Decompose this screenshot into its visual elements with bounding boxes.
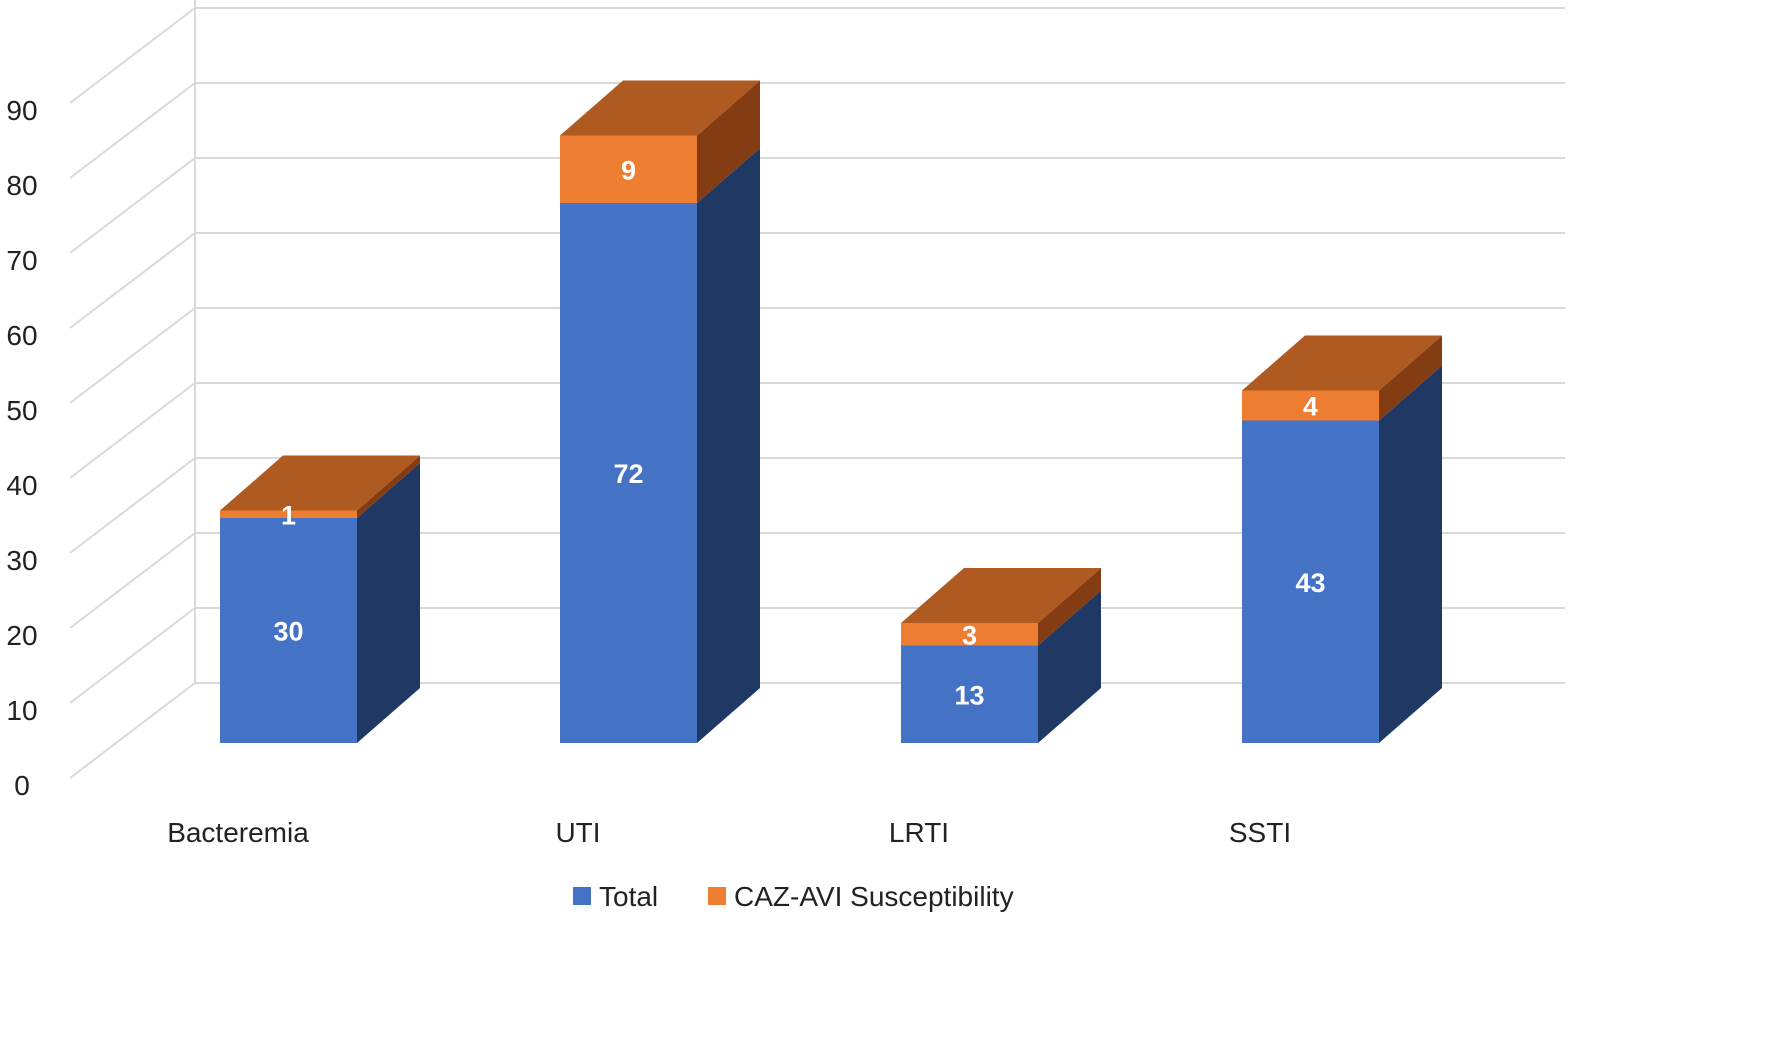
x-category-label: SSTI: [1229, 817, 1291, 848]
data-label: 13: [954, 680, 984, 710]
side-gridline: [69, 307, 196, 404]
bar-group-ssti: 43 4: [1242, 335, 1442, 743]
bar-susceptibility: [901, 623, 1038, 646]
y-tick-label: 70: [6, 245, 37, 276]
bar-side-susceptibility: [357, 455, 420, 518]
x-category-label: LRTI: [889, 817, 949, 848]
data-label: 72: [613, 459, 643, 489]
bar-group-uti: 72 9: [560, 80, 760, 743]
x-category-label: Bacteremia: [167, 817, 309, 848]
data-label: 9: [621, 155, 636, 185]
data-label: 3: [962, 620, 977, 650]
legend-item: Total: [573, 881, 658, 912]
bar-side-total: [1379, 365, 1442, 743]
side-gridline: [69, 157, 196, 254]
legend: Total CAZ-AVI Susceptibility: [573, 881, 1014, 912]
bar-side-susceptibility: [697, 80, 760, 203]
legend-swatch: [708, 887, 726, 905]
x-category-label: UTI: [555, 817, 600, 848]
data-label: 30: [273, 617, 303, 647]
y-tick-label: 30: [6, 545, 37, 576]
y-tick-label: 10: [6, 695, 37, 726]
bar-group-lrti: 13 3: [901, 568, 1101, 743]
legend-swatch: [573, 887, 591, 905]
side-gridline: [69, 382, 196, 479]
bar-top: [901, 568, 1101, 623]
bar-top: [220, 455, 420, 511]
y-tick-label: 80: [6, 170, 37, 201]
y-tick-label: 60: [6, 320, 37, 351]
y-tick-label: 50: [6, 395, 37, 426]
bar-top: [560, 80, 760, 136]
gridlines: [69, 7, 1565, 779]
bar-total: [560, 203, 697, 743]
side-gridline: [69, 532, 196, 629]
y-tick-label: 0: [14, 770, 30, 801]
bar-top: [1242, 335, 1442, 391]
bar-side-total: [697, 148, 760, 743]
side-gridline: [69, 7, 196, 104]
bar-total: [1242, 420, 1379, 743]
side-gridline: [69, 457, 196, 554]
bar-side-susceptibility: [1379, 335, 1442, 421]
y-tick-label: 90: [6, 95, 37, 126]
legend-item: CAZ-AVI Susceptibility: [708, 881, 1014, 912]
bar-group-bacteremia: 30 1: [220, 455, 420, 743]
bar-side-susceptibility: [1038, 568, 1101, 646]
legend-label: CAZ-AVI Susceptibility: [734, 881, 1014, 912]
data-label: 4: [1303, 392, 1318, 422]
bar-total: [901, 645, 1038, 743]
side-gridline: [69, 607, 196, 704]
side-gridline: [69, 682, 196, 779]
bar-susceptibility: [1242, 390, 1379, 421]
data-label: 1: [281, 500, 296, 530]
bar-side-total: [357, 463, 420, 743]
bar-susceptibility: [220, 510, 357, 518]
legend-label: Total: [599, 881, 658, 912]
y-tick-label: 40: [6, 470, 37, 501]
side-gridline: [69, 232, 196, 329]
y-tick-label: 20: [6, 620, 37, 651]
side-gridline: [69, 82, 196, 179]
bar-susceptibility: [560, 135, 697, 203]
bar-total: [220, 518, 357, 743]
data-label: 43: [1295, 568, 1325, 598]
bar-side-total: [1038, 590, 1101, 743]
